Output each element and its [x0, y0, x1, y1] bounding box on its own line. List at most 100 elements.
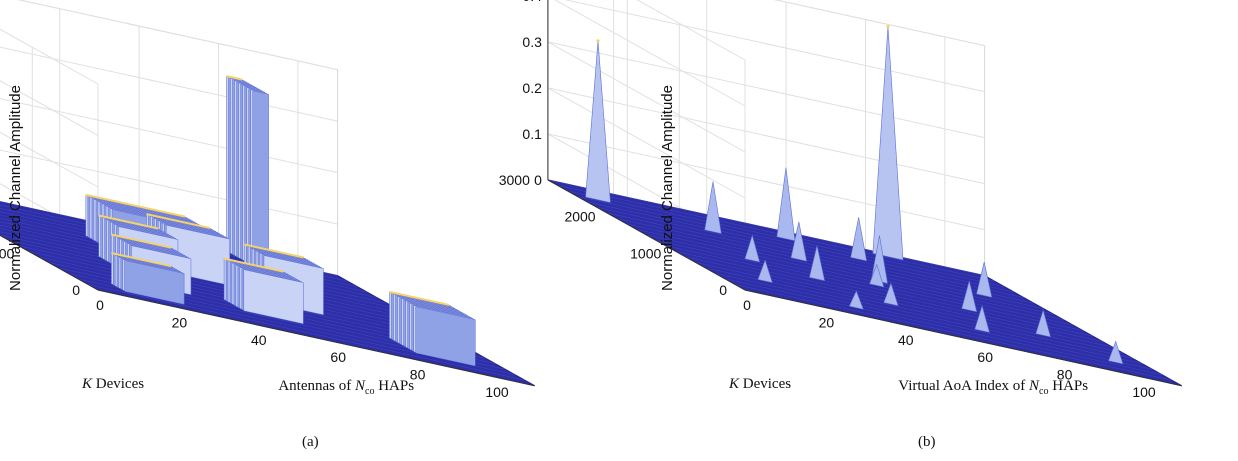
x-tick-label: 100: [485, 384, 509, 400]
peak-slab: [415, 306, 476, 367]
caption-a: (a): [302, 434, 319, 450]
peak-spike: [1035, 309, 1051, 338]
x-axis-line: [744, 289, 1182, 387]
peak-spike: [974, 304, 990, 333]
x-tick-label: 60: [977, 349, 993, 365]
y-axis-title: K Devices: [728, 376, 791, 392]
y-axis-line: [547, 179, 746, 291]
surface-rib: [725, 278, 1163, 375]
surface-plots: 00.050.10.150.20100020003000020406080100…: [0, 0, 1182, 400]
grid-line: [554, 0, 985, 107]
surface-rib: [557, 185, 995, 282]
grid-line: [0, 46, 338, 136]
peak-crest: [146, 213, 211, 230]
caption-b: (b): [918, 434, 936, 450]
peak-slab: [243, 269, 304, 325]
peak-crest: [389, 290, 450, 306]
grid-line: [636, 0, 985, 61]
axes: [547, 0, 1182, 387]
peak-crest: [98, 214, 159, 230]
x-axis-title-sub: co: [1039, 386, 1048, 397]
x-axis-title: Virtual AoA Index of Nco HAPs: [898, 378, 1088, 397]
peak-spike: [790, 221, 807, 262]
surface-rib: [636, 229, 1074, 326]
surface-peaks: [585, 25, 1124, 365]
x-tick-label: 100: [1132, 384, 1156, 400]
tick-labels: 00.050.10.150.20100020003000020406080100: [0, 245, 509, 400]
peak-spike: [1108, 340, 1124, 365]
z-axis-title: Normalized Channel Amplitude: [659, 85, 676, 291]
grid-line: [0, 0, 338, 85]
panel-b: 00.10.20.30.40.5010002000300002040608010…: [499, 0, 1182, 400]
panel-a: 00.050.10.150.20100020003000020406080100…: [0, 0, 535, 400]
x-tick-label: 40: [251, 332, 267, 348]
x-axis-line: [97, 289, 535, 387]
axes: [0, 234, 535, 387]
peak-crest: [223, 257, 284, 273]
surface-rib: [656, 240, 1094, 337]
x-axis-title-prefix: Virtual AoA Index of: [898, 378, 1029, 394]
tick-labels: 00.10.20.30.40.5010002000300002040608010…: [499, 0, 1156, 400]
x-tick-label: 0: [743, 297, 751, 313]
peak-crest: [226, 75, 243, 81]
peak-spike: [809, 245, 826, 282]
surface-rib: [587, 201, 1025, 298]
x-tick-label: 80: [410, 367, 426, 383]
y-axis-title: K Devices: [81, 376, 144, 392]
y-axis-title-symbol: K: [81, 376, 93, 392]
x-axis-title-symbol: N: [354, 378, 366, 394]
peak-spike: [585, 40, 611, 203]
x-tick-label: 40: [898, 332, 914, 348]
z-tick-label: 0.4: [522, 0, 542, 4]
y-tick-label: 1000: [0, 245, 15, 261]
surface-rib: [626, 223, 1064, 320]
x-tick-label: 80: [1057, 367, 1073, 383]
y-axis-line: [0, 234, 99, 291]
surface-rib: [715, 273, 1153, 370]
x-axis-title-suffix: HAPs: [374, 378, 414, 394]
peak-crest: [111, 233, 172, 249]
peak-crest: [244, 243, 304, 259]
surface-rib: [705, 267, 1143, 364]
peak-spike: [848, 290, 864, 310]
z-tick-label: 0: [534, 172, 542, 188]
peak-tip: [596, 39, 600, 43]
surface-rib: [735, 284, 1172, 381]
surface-rib: [666, 245, 1103, 342]
grid-line: [0, 98, 338, 188]
peak-spike: [704, 181, 722, 234]
x-tick-label: 20: [819, 314, 835, 330]
surface-peaks: [85, 75, 476, 367]
surface-rib: [547, 179, 985, 276]
x-axis-title: Antennas of Nco HAPs: [278, 378, 414, 397]
peak-crest: [111, 252, 172, 268]
peak-slab: [252, 90, 269, 270]
peak-spike: [976, 262, 993, 298]
surface-rib: [88, 284, 525, 381]
y-axis-title-text: Devices: [92, 376, 144, 392]
surface-rib: [646, 234, 1084, 331]
peak-spike: [872, 26, 904, 261]
peak-spike: [961, 280, 978, 313]
peak-spike: [744, 234, 760, 263]
peak-spike: [869, 263, 885, 288]
peak-spike: [757, 259, 773, 284]
peak-spike: [776, 167, 796, 242]
peak-crest: [85, 193, 186, 218]
grid-line: [0, 149, 338, 239]
x-tick-label: 20: [172, 314, 188, 330]
x-tick-label: 0: [96, 297, 104, 313]
peak-spike: [850, 217, 867, 262]
x-axis-title-sub: co: [365, 386, 374, 397]
z-tick-label: 0.1: [522, 126, 542, 142]
x-axis-title-suffix: HAPs: [1049, 378, 1089, 394]
x-axis-title-prefix: Antennas of: [278, 378, 355, 394]
y-tick-label: 0: [72, 282, 80, 298]
y-axis-title-text: Devices: [739, 376, 791, 392]
z-axis-title: Normalized Channel Amplitude: [7, 85, 24, 291]
peak-slab: [124, 260, 185, 305]
y-tick-label: 3000: [499, 172, 530, 188]
y-tick-label: 2000: [564, 209, 595, 225]
peak-spike: [883, 282, 899, 307]
